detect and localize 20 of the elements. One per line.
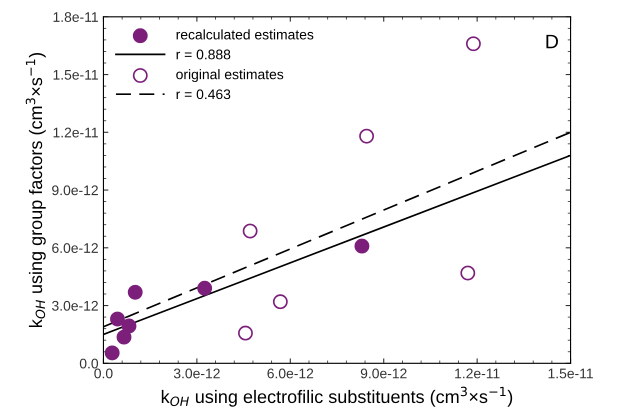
legend-label: r = 0.888 — [176, 50, 230, 60]
y-tick-label: 1.5e-11 — [54, 70, 98, 80]
x-tick-label: 0.0 — [94, 368, 113, 378]
legend-label: original estimates — [176, 69, 284, 82]
y-tick-label: 3.0e-12 — [52, 300, 98, 311]
legend-label: r = 0.463 — [176, 89, 230, 100]
x-axis-title: k$_{OH}$ using electrofilic substituents (cm$^{3}$×s$^{−1}$) — [162, 386, 512, 407]
x-tick-label: 1.2e-11 — [455, 368, 500, 378]
y-axis-title: k$_{OH}$ using group factors (cm$^{3}$×s$^{−1}$) — [26, 52, 46, 328]
x-tick-label: 3.0e-12 — [174, 368, 220, 378]
y-tick-label: 9.0e-12 — [52, 185, 98, 196]
y-tick-label: 0.0 — [80, 358, 98, 368]
y-tick-label: 6.0e-12 — [52, 243, 98, 253]
x-tick-label: 9.0e-12 — [360, 368, 407, 378]
annotation: D — [546, 34, 558, 48]
legend-label: recalculated estimates — [176, 29, 314, 40]
x-tick-label: 1.5e-11 — [548, 368, 593, 378]
y-tick-label: 1.2e-11 — [54, 128, 98, 138]
y-tick-label: 1.8e-11 — [54, 12, 98, 22]
x-tick-label: 6.0e-12 — [267, 368, 314, 378]
